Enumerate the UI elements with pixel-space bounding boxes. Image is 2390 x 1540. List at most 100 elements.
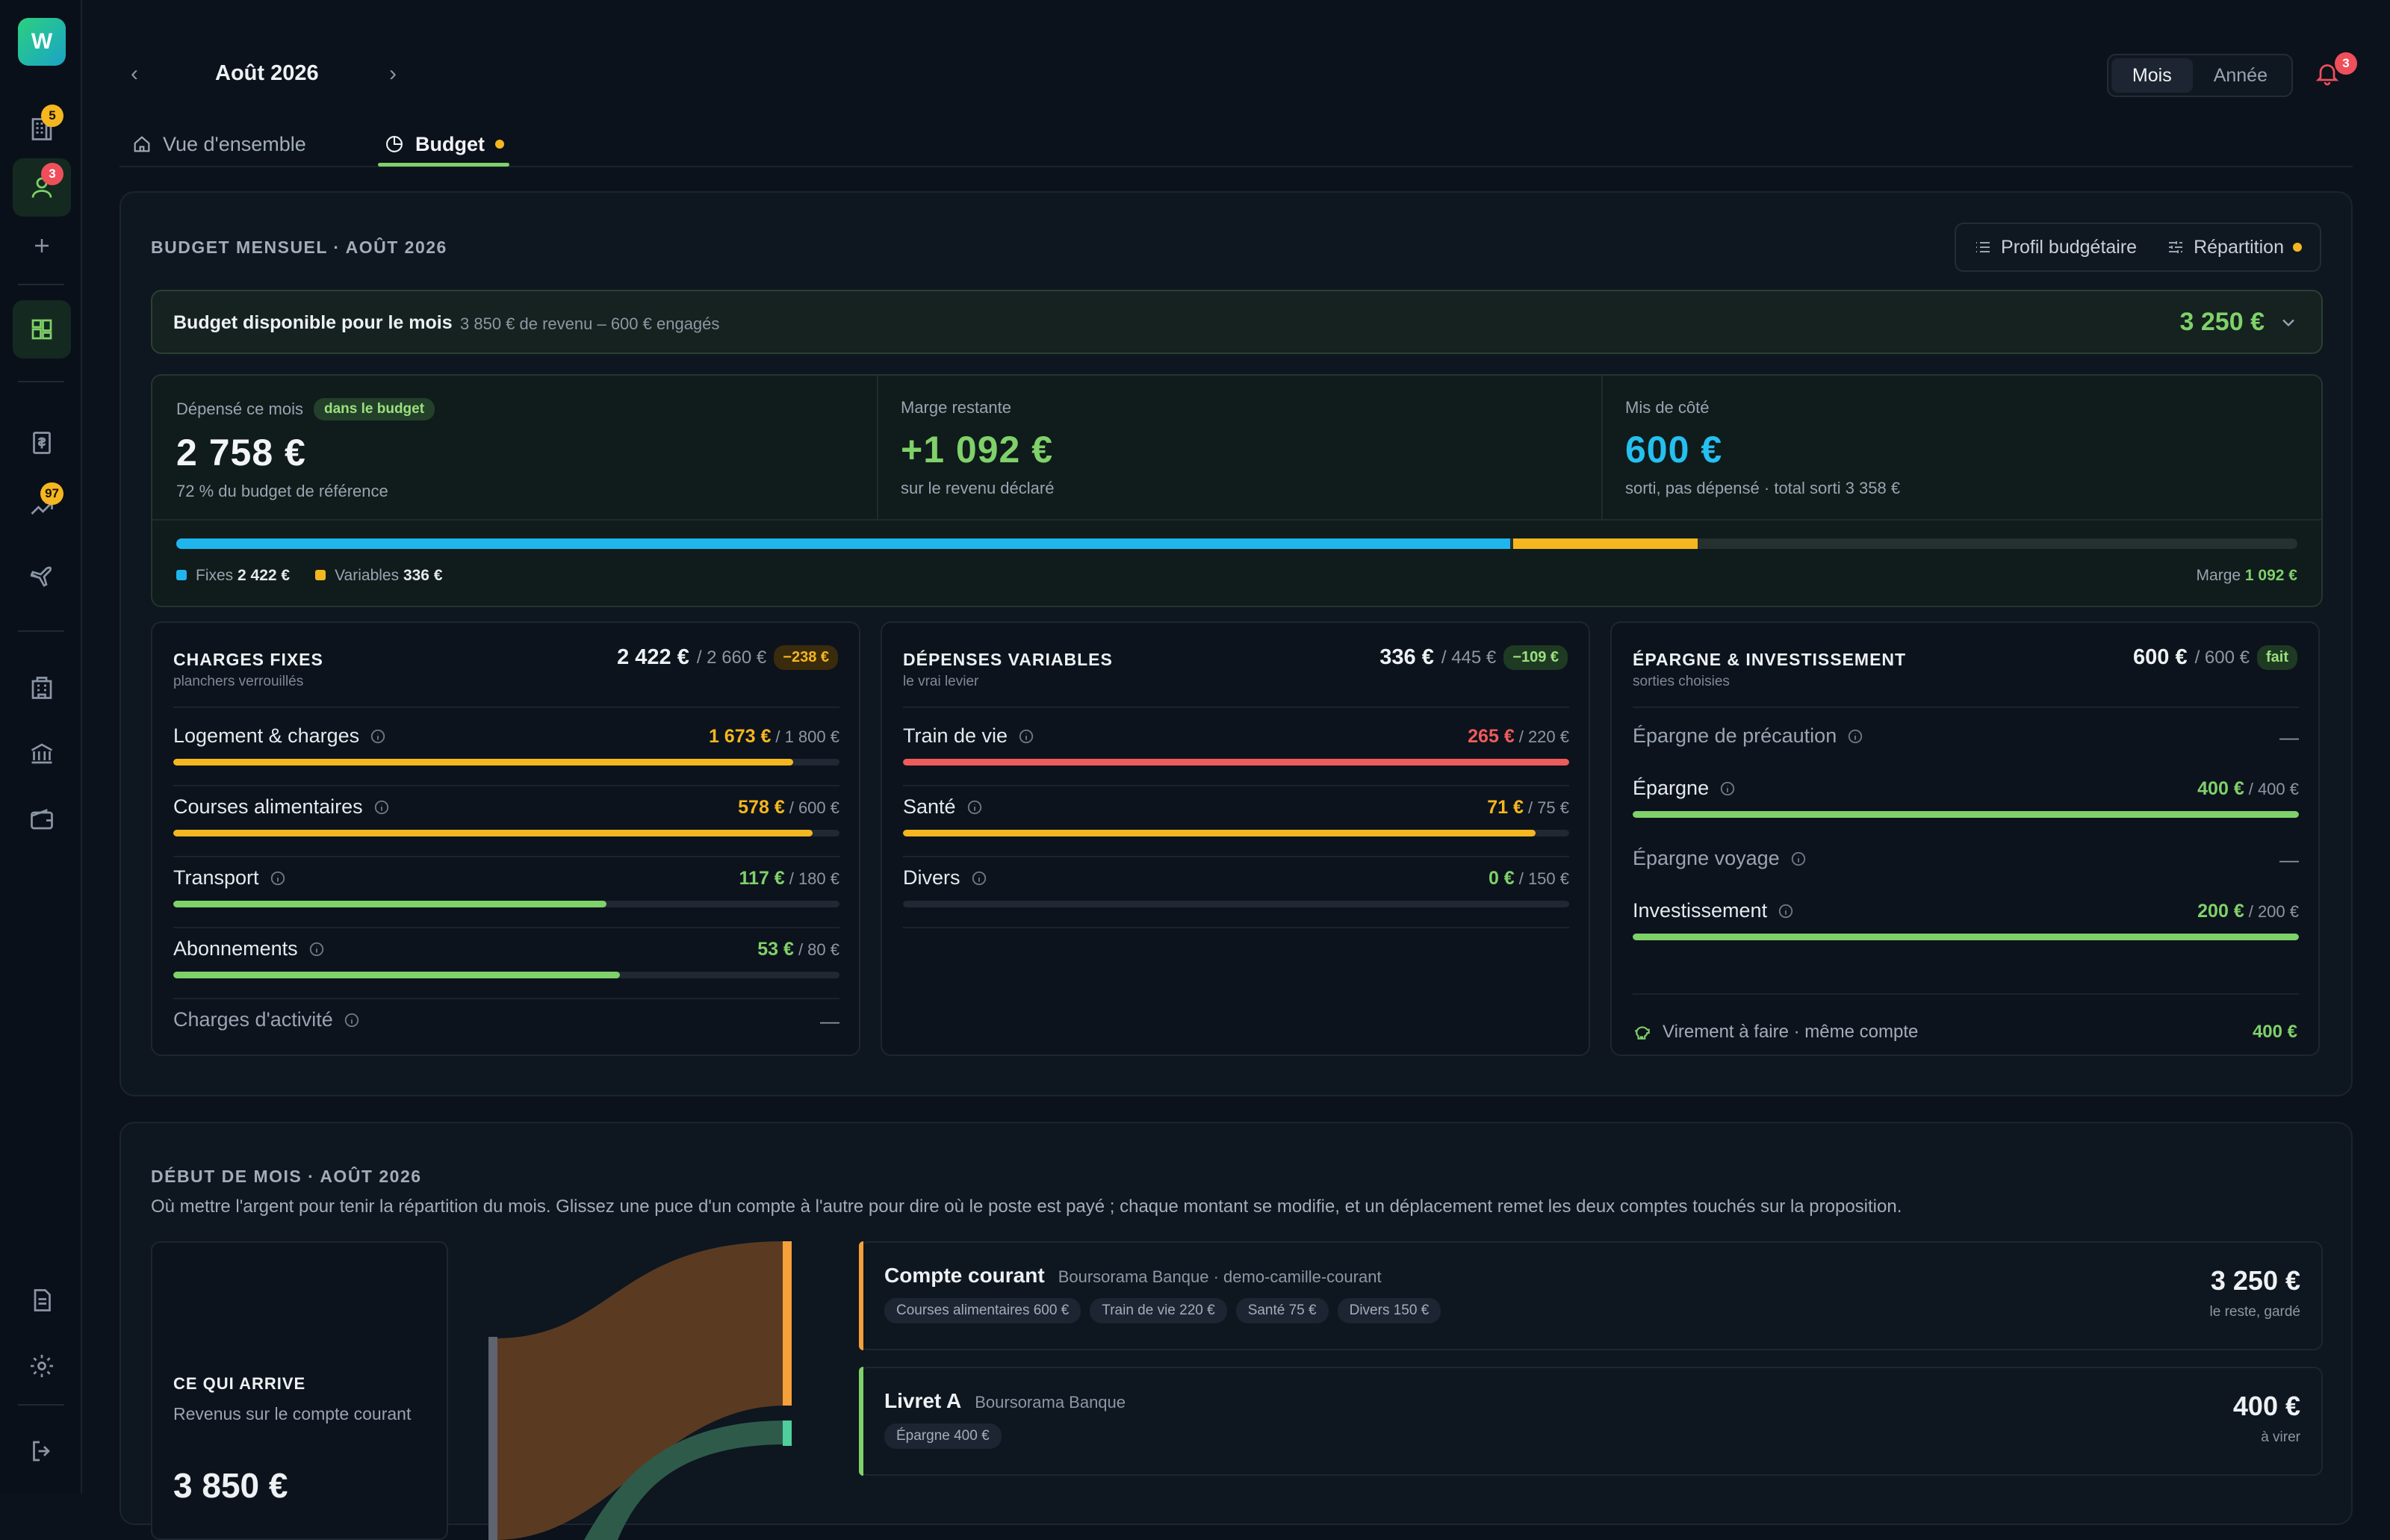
info-icon[interactable] <box>1790 851 1807 867</box>
info-icon[interactable] <box>1719 780 1736 797</box>
stat-sub: 72 % du budget de référence <box>176 482 388 500</box>
info-icon[interactable] <box>370 728 386 745</box>
line-amount: 1 673 €/ 1 800 € <box>709 726 839 748</box>
node-savings <box>783 1421 792 1446</box>
info-icon[interactable] <box>971 870 987 887</box>
total-value: 336 € <box>1379 645 1434 669</box>
tab-overview[interactable]: Vue d'ensemble <box>131 125 306 163</box>
sidebar-item-property[interactable] <box>13 659 71 717</box>
sidebar-item-household[interactable]: 5 <box>13 100 71 158</box>
sidebar-item-settings[interactable] <box>13 1337 71 1395</box>
badge: 3 <box>41 163 63 185</box>
account-card[interactable]: Livret A Boursorama Banque Épargne 400 € 40… <box>859 1367 2323 1476</box>
divider <box>877 376 878 519</box>
line-value: 1 673 € <box>708 726 772 747</box>
budget-profile-button[interactable]: Profil budgétaire <box>1974 237 2137 258</box>
allocation-chip[interactable]: Courses alimentaires 600 € <box>884 1298 1081 1323</box>
sidebar-item-travel[interactable] <box>13 545 71 603</box>
line-name: Divers <box>903 866 987 889</box>
pie-icon <box>386 136 403 152</box>
allocation-chip[interactable]: Divers 150 € <box>1337 1298 1441 1323</box>
section-label: BUDGET MENSUEL · AOÛT 2026 <box>151 237 447 257</box>
budget-actions: Profil budgétaire Répartition <box>1955 223 2321 272</box>
card-total: 336 € / 445 € −109 € <box>1379 645 1568 670</box>
sidebar-item-add[interactable] <box>13 217 71 275</box>
info-icon[interactable] <box>308 941 325 957</box>
stat-label: Dépensé ce mois <box>176 400 303 418</box>
account-accent <box>859 1367 863 1476</box>
total-ref: / 445 € <box>1441 647 1497 668</box>
info-icon[interactable] <box>270 870 286 887</box>
allocation-chip[interactable]: Épargne 400 € <box>884 1423 1002 1449</box>
account-title: Livret A Boursorama Banque <box>884 1389 1126 1413</box>
line-amount: 400 €/ 400 € <box>2197 778 2299 800</box>
total-ref: / 600 € <box>2194 647 2250 668</box>
app-logo[interactable]: W <box>18 18 66 66</box>
legend-swatch <box>315 570 326 580</box>
sidebar-item-documents[interactable] <box>13 1271 71 1329</box>
unsaved-dot <box>2293 243 2302 252</box>
line-progress <box>173 972 839 978</box>
line-progress <box>1633 811 2299 818</box>
source-node <box>488 1337 497 1540</box>
delta-badge: −238 € <box>774 645 838 670</box>
info-icon[interactable] <box>1778 903 1794 919</box>
line-progress <box>1633 934 2299 940</box>
account-name: Livret A <box>884 1389 962 1412</box>
allocation-chip[interactable]: Train de vie 220 € <box>1090 1298 1227 1323</box>
line-name: Logement & charges <box>173 724 386 748</box>
sidebar-item-bank[interactable] <box>13 724 71 783</box>
sidebar-item-invoices[interactable] <box>13 414 71 472</box>
sidebar-item-profile[interactable]: 3 <box>13 158 71 217</box>
sidebar-item-logout[interactable] <box>13 1422 71 1480</box>
invoice-icon <box>33 432 51 454</box>
building-icon <box>31 118 52 140</box>
tab-label: Vue d'ensemble <box>163 132 306 155</box>
divider <box>1633 993 2299 995</box>
info-icon[interactable] <box>373 799 390 816</box>
line-ref: / 200 € <box>2248 902 2299 921</box>
card-subtitle: le vrai levier <box>903 674 979 689</box>
line-progress-fill <box>173 901 606 907</box>
tab-budget[interactable]: Budget <box>384 125 504 163</box>
next-month-button[interactable]: › <box>389 61 397 86</box>
legend-label: Marge <box>2196 567 2241 584</box>
line-progress-fill <box>173 972 620 978</box>
line-empty-value: — <box>2279 726 2299 748</box>
legend-label: Fixes <box>196 567 234 584</box>
allocation-chip[interactable]: Santé 75 € <box>1235 1298 1329 1323</box>
period-year-button[interactable]: Année <box>2213 64 2268 86</box>
line-name: Transport <box>173 866 286 889</box>
account-card[interactable]: Compte courant Boursorama Banque · demo-c… <box>859 1241 2323 1350</box>
info-icon[interactable] <box>344 1012 360 1028</box>
divider <box>152 519 2321 521</box>
line-ref: / 75 € <box>1527 798 1569 817</box>
line-value: 53 € <box>757 939 794 960</box>
topbar: ‹ Août 2026 › Mois Année 3 <box>120 52 2357 97</box>
info-icon[interactable] <box>1018 728 1034 745</box>
available-budget-bar[interactable]: Budget disponible pour le mois 3 850 € d… <box>151 290 2323 354</box>
sidebar-item-wallet[interactable] <box>13 790 71 848</box>
list-icon <box>1976 242 1990 252</box>
total-ref: / 2 660 € <box>696 647 767 668</box>
divider <box>18 630 64 632</box>
split-button[interactable]: Répartition <box>2167 237 2302 258</box>
sidebar-item-planner[interactable]: 97 <box>13 478 71 536</box>
line-progress <box>903 901 1569 907</box>
margin-legend: Marge 1 092 € <box>2197 567 2297 585</box>
line-progress-fill <box>173 759 793 766</box>
period-month-button[interactable]: Mois <box>2111 58 2193 93</box>
sidebar-item-dashboard[interactable] <box>13 300 71 358</box>
card-total: 600 € / 600 € fait <box>2133 645 2297 670</box>
info-icon[interactable] <box>966 799 983 816</box>
plane-icon <box>30 566 52 587</box>
active-tab-indicator <box>378 163 509 167</box>
card-total: 2 422 € / 2 660 € −238 € <box>617 645 838 670</box>
line-value: 0 € <box>1488 868 1515 889</box>
budget-card: BUDGET MENSUEL · AOÛT 2026 Profil budgét… <box>120 191 2353 1096</box>
divider <box>173 998 839 999</box>
notifications-button[interactable]: 3 <box>2314 52 2357 93</box>
prev-month-button[interactable]: ‹ <box>131 61 138 86</box>
info-icon[interactable] <box>1847 728 1863 745</box>
month-label: Août 2026 <box>215 61 319 85</box>
